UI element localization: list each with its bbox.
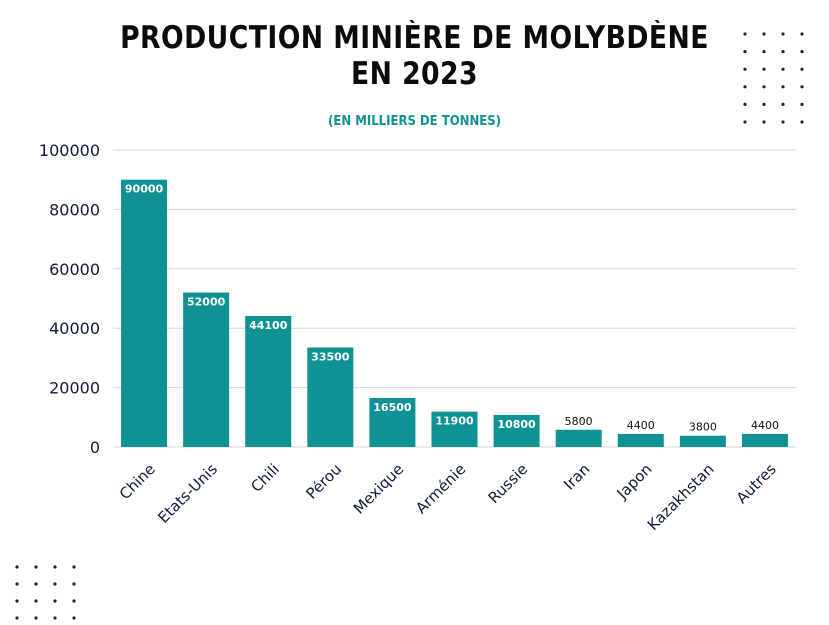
bar — [307, 347, 354, 447]
data-labels: 90000 52000 44100 33500 16500 11900 10800 5800 4… — [125, 183, 779, 434]
decorative-dot — [781, 102, 785, 106]
x-tick-label: Arménie — [412, 460, 469, 517]
data-label: 44100 — [249, 319, 288, 332]
data-label: 10800 — [497, 418, 536, 431]
decorative-dot — [762, 102, 766, 106]
decorative-dot — [53, 565, 57, 569]
bar — [741, 433, 788, 447]
decorative-dot — [15, 599, 19, 603]
decorative-dot — [72, 616, 76, 620]
x-tick-label: Russie — [485, 460, 532, 507]
decorative-dot — [34, 616, 38, 620]
x-tick-label: Etats-Unis — [154, 460, 221, 527]
y-tick-label: 100000 — [39, 141, 100, 160]
x-tick-label: Kazakhstan — [644, 460, 718, 534]
decorative-dot — [781, 120, 785, 124]
bar — [431, 411, 478, 447]
y-tick-label: 20000 — [49, 379, 100, 398]
bars — [121, 179, 788, 447]
bar — [183, 292, 230, 447]
decorative-dot — [72, 582, 76, 586]
y-tick-label: 0 — [90, 438, 100, 457]
bar — [369, 397, 416, 447]
decorative-dot — [781, 85, 785, 89]
decorative-dot — [762, 50, 766, 54]
x-tick-label: Japon — [613, 460, 656, 503]
decorative-dot — [800, 67, 804, 71]
data-label: 11900 — [435, 415, 474, 428]
decorative-dot — [743, 120, 747, 124]
bar — [617, 433, 664, 447]
decorative-dot — [762, 67, 766, 71]
data-label: 4400 — [751, 419, 779, 432]
decorative-dot — [15, 565, 19, 569]
decorative-dot — [72, 565, 76, 569]
decorative-dot — [800, 120, 804, 124]
bar — [493, 414, 540, 447]
decorative-dot — [800, 102, 804, 106]
y-tick-label: 60000 — [49, 260, 100, 279]
decorative-dot — [762, 32, 766, 36]
decorative-dot — [762, 120, 766, 124]
chart-subtitle: (EN MILLIERS DE TONNES) — [327, 114, 502, 129]
decorative-dot — [72, 599, 76, 603]
chart-title: PRODUCTION MINIÈRE DE MOLYBDÈNE EN 2023 — [58, 20, 771, 92]
data-label: 4400 — [627, 419, 655, 432]
x-tick-label: Pérou — [303, 460, 346, 503]
y-axis-tick-labels: 0 20000 40000 60000 80000 100000 — [39, 141, 100, 457]
bar — [245, 316, 292, 447]
decorative-dot-grids — [15, 32, 804, 620]
chart-title-line-1: PRODUCTION MINIÈRE DE MOLYBDÈNE — [120, 20, 709, 56]
bar — [679, 435, 726, 447]
x-tick-label: Iran — [560, 460, 593, 493]
data-label: 3800 — [689, 421, 717, 434]
decorative-dot — [762, 85, 766, 89]
decorative-dot — [743, 102, 747, 106]
decorative-dot — [53, 599, 57, 603]
data-label: 52000 — [187, 296, 226, 309]
decorative-dot — [781, 32, 785, 36]
decorative-dot — [781, 67, 785, 71]
decorative-dot — [800, 50, 804, 54]
chart-title-line-2: EN 2023 — [350, 56, 479, 92]
bar — [121, 179, 168, 447]
decorative-dot — [800, 85, 804, 89]
x-tick-label: Autres — [733, 460, 780, 507]
data-label: 5800 — [565, 415, 593, 428]
data-label: 16500 — [373, 401, 412, 414]
decorative-dot — [34, 582, 38, 586]
decorative-dot — [743, 67, 747, 71]
decorative-dot — [15, 616, 19, 620]
decorative-dot — [800, 32, 804, 36]
decorative-dot — [743, 32, 747, 36]
decorative-dot — [743, 85, 747, 89]
y-tick-label: 40000 — [49, 319, 100, 338]
data-label: 33500 — [311, 351, 350, 364]
y-tick-label: 80000 — [49, 200, 100, 219]
x-tick-label: Chili — [247, 460, 283, 496]
decorative-dot — [34, 599, 38, 603]
bar — [555, 429, 602, 447]
data-label: 90000 — [125, 183, 164, 196]
decorative-dot — [53, 582, 57, 586]
decorative-dot — [743, 50, 747, 54]
decorative-dot — [781, 50, 785, 54]
decorative-dot — [34, 565, 38, 569]
x-tick-label: Chine — [116, 460, 159, 503]
decorative-dot — [53, 616, 57, 620]
x-tick-label: Mexique — [350, 460, 407, 517]
decorative-dot — [15, 582, 19, 586]
